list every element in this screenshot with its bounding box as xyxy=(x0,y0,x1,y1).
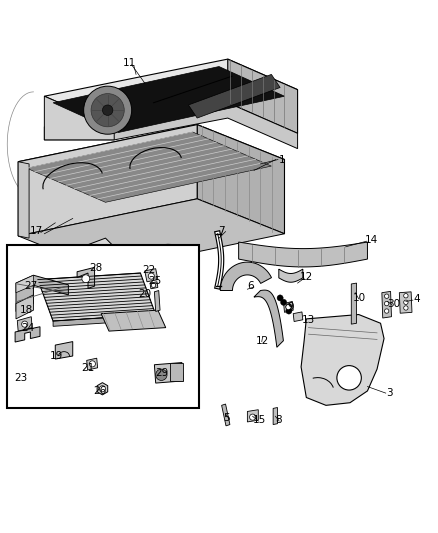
Text: 9: 9 xyxy=(288,302,294,312)
Text: 10: 10 xyxy=(353,293,366,303)
Polygon shape xyxy=(154,362,183,383)
Polygon shape xyxy=(18,161,29,238)
Polygon shape xyxy=(15,327,40,342)
Text: 26: 26 xyxy=(94,386,107,396)
Polygon shape xyxy=(27,132,272,203)
Polygon shape xyxy=(220,262,272,290)
Polygon shape xyxy=(273,408,278,425)
Polygon shape xyxy=(188,75,280,118)
Circle shape xyxy=(82,275,90,282)
Circle shape xyxy=(21,321,28,327)
Polygon shape xyxy=(254,290,283,348)
Text: 8: 8 xyxy=(276,415,282,425)
Circle shape xyxy=(281,299,287,305)
Bar xyxy=(7,245,199,408)
Polygon shape xyxy=(38,273,155,321)
Text: 7: 7 xyxy=(218,225,225,236)
Text: 13: 13 xyxy=(302,315,315,325)
Text: 11: 11 xyxy=(123,59,136,68)
Polygon shape xyxy=(77,268,95,288)
Text: 6: 6 xyxy=(247,281,254,291)
Circle shape xyxy=(84,86,132,134)
Polygon shape xyxy=(239,242,367,267)
Circle shape xyxy=(250,414,256,420)
Polygon shape xyxy=(53,67,285,133)
Circle shape xyxy=(404,300,408,304)
Circle shape xyxy=(151,283,155,287)
Circle shape xyxy=(337,366,361,390)
Circle shape xyxy=(286,308,292,314)
Text: 12: 12 xyxy=(300,272,313,282)
Text: 18: 18 xyxy=(19,305,33,315)
Text: 12: 12 xyxy=(256,336,269,346)
Text: 23: 23 xyxy=(14,373,28,383)
Text: 30: 30 xyxy=(387,298,400,309)
Circle shape xyxy=(91,94,124,127)
Text: 19: 19 xyxy=(50,351,63,361)
Polygon shape xyxy=(351,283,357,324)
Polygon shape xyxy=(87,358,98,370)
Polygon shape xyxy=(16,295,33,319)
Text: 28: 28 xyxy=(89,263,102,273)
Circle shape xyxy=(155,369,167,381)
Circle shape xyxy=(385,294,389,298)
Polygon shape xyxy=(17,317,32,331)
Circle shape xyxy=(148,273,154,279)
Circle shape xyxy=(277,295,283,301)
Polygon shape xyxy=(18,199,285,271)
Polygon shape xyxy=(16,275,68,311)
Polygon shape xyxy=(247,410,258,422)
Polygon shape xyxy=(55,342,73,359)
Polygon shape xyxy=(228,59,297,133)
Polygon shape xyxy=(53,314,155,326)
Circle shape xyxy=(404,294,408,298)
Polygon shape xyxy=(18,238,114,280)
Circle shape xyxy=(385,302,389,306)
Text: 5: 5 xyxy=(223,413,230,423)
Polygon shape xyxy=(399,292,412,313)
Text: 25: 25 xyxy=(148,276,161,286)
Polygon shape xyxy=(170,364,183,381)
Text: 20: 20 xyxy=(138,289,152,299)
Text: 3: 3 xyxy=(386,388,392,398)
Polygon shape xyxy=(97,383,108,395)
Polygon shape xyxy=(18,125,285,197)
Text: 17: 17 xyxy=(30,225,43,236)
Polygon shape xyxy=(284,302,293,312)
Polygon shape xyxy=(145,269,158,282)
Text: 27: 27 xyxy=(24,281,37,291)
Circle shape xyxy=(99,386,106,392)
Polygon shape xyxy=(154,290,160,311)
Polygon shape xyxy=(197,125,285,234)
Text: 1: 1 xyxy=(279,155,286,165)
Polygon shape xyxy=(44,59,297,127)
Text: 24: 24 xyxy=(21,324,35,334)
Circle shape xyxy=(286,304,291,310)
Polygon shape xyxy=(16,275,33,293)
Polygon shape xyxy=(293,312,303,321)
Circle shape xyxy=(385,309,389,313)
Polygon shape xyxy=(382,292,392,318)
Polygon shape xyxy=(18,125,197,236)
Text: 21: 21 xyxy=(81,363,95,373)
Polygon shape xyxy=(222,404,230,426)
Polygon shape xyxy=(301,314,384,405)
Text: 4: 4 xyxy=(413,294,420,304)
Text: 15: 15 xyxy=(253,415,266,425)
Circle shape xyxy=(404,306,408,310)
Polygon shape xyxy=(279,269,303,282)
Circle shape xyxy=(89,361,95,367)
Polygon shape xyxy=(150,282,158,289)
Text: 14: 14 xyxy=(364,235,378,245)
Polygon shape xyxy=(101,310,166,331)
Circle shape xyxy=(102,105,113,116)
Text: 22: 22 xyxy=(142,264,156,274)
Text: 29: 29 xyxy=(155,368,169,378)
Polygon shape xyxy=(44,103,297,149)
Polygon shape xyxy=(44,96,114,140)
Circle shape xyxy=(286,304,292,310)
